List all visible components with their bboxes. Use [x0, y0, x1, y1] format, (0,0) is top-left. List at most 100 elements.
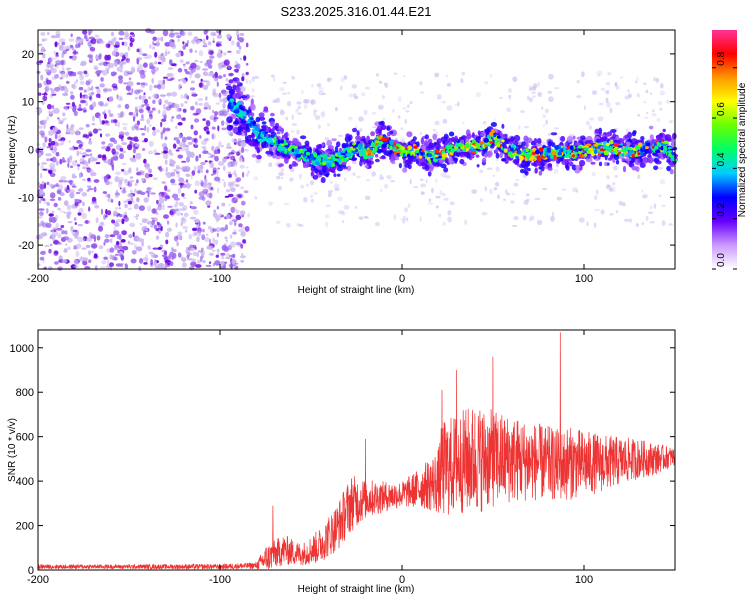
spectrogram-noise-cell [55, 30, 61, 37]
spectrogram-noise-cell [112, 119, 118, 123]
spectrogram-noise-cell [140, 82, 146, 86]
spectrogram-ridge-cell [495, 147, 499, 154]
spectrogram-noise-cell [77, 223, 83, 227]
spectrogram-noise-cell [84, 94, 89, 100]
spectrogram-noise-cell [152, 217, 158, 223]
spectrogram-x-ticks: -200 -100 0 100 [27, 30, 593, 285]
spectrogram-noise-cell [213, 209, 216, 213]
spectrogram-noise-cell [199, 82, 203, 88]
spectrogram-noise-cell [207, 41, 212, 46]
spectrogram-noise-cell [98, 101, 104, 106]
spectrogram-noise-cell [109, 113, 114, 117]
spectrogram-noise-cell [202, 150, 209, 154]
spectrogram-noise-cell [87, 185, 92, 188]
spectrogram-noise-cell [145, 28, 152, 33]
spectrogram-noise-cell [158, 229, 161, 234]
spectrogram-halo-cell [589, 125, 592, 131]
spectrogram-halo-cell [511, 192, 516, 196]
spectrogram-noise-cell [151, 208, 157, 214]
spectrogram-noise-cell [65, 45, 72, 51]
spectrogram-noise-cell [210, 173, 214, 176]
spectrogram-core-cell [667, 150, 672, 153]
spectrogram-halo-cell [300, 184, 305, 189]
spectrogram-noise-cell [41, 181, 45, 185]
spectrogram-noise-cell [242, 157, 245, 163]
spectrogram-noise-cell [54, 214, 59, 221]
spectrogram-ridge-cell [294, 137, 298, 144]
spectrogram-noise-cell [160, 83, 166, 90]
spectrogram-noise-cell [127, 81, 134, 87]
spectrogram-noise-cell [39, 199, 42, 204]
spectrogram-noise-cell [90, 171, 97, 177]
spectrogram-core-cell [536, 155, 541, 159]
spectrogram-noise-cell [48, 130, 54, 136]
spectrogram-ridge-cell [325, 173, 329, 178]
spectrogram-noise-cell [169, 59, 173, 65]
spectrogram-core-cell [583, 146, 588, 151]
spectrogram-noise-cell [58, 207, 62, 211]
spectrogram-noise-cell [206, 80, 211, 87]
spectrogram-noise-cell [211, 126, 216, 130]
spectrogram-noise-cell [198, 230, 201, 237]
spectrogram-noise-cell [38, 152, 42, 159]
spectrogram-ridge-cell [580, 135, 586, 140]
spectrogram-halo-cell [382, 94, 385, 100]
spectrogram-ridge-cell [250, 98, 254, 106]
spectrogram-noise-cell [41, 232, 48, 237]
spectrogram-noise-cell [152, 99, 156, 105]
spectrogram-halo-cell [379, 175, 384, 180]
spectrogram-noise-cell [149, 65, 156, 70]
spectrogram-noise-cell [175, 164, 180, 168]
spectrogram-noise-cell [186, 257, 193, 261]
spectrogram-noise-cell [203, 107, 208, 110]
spectrogram-noise-cell [192, 112, 199, 116]
spectrogram-halo-cell [641, 221, 645, 226]
spectrogram-ridge-cell [585, 157, 593, 163]
spectrogram-ridge-cell [525, 142, 529, 148]
spectrogram-noise-cell [178, 182, 185, 186]
spectrogram-noise-cell [123, 200, 128, 203]
spectrogram-noise-cell [138, 95, 142, 100]
spectrogram-noise-cell [186, 40, 190, 44]
spectrogram-noise-cell [132, 147, 137, 154]
spectrogram-noise-cell [83, 89, 88, 93]
spectrogram-ridge-cell [331, 138, 337, 142]
spectrogram-noise-cell [118, 37, 124, 40]
spectrogram-noise-cell [209, 115, 216, 121]
spectrogram-ridge-cell [538, 170, 543, 176]
spectrogram-core-cell [557, 151, 563, 156]
spectrogram-noise-cell [76, 150, 80, 157]
spectrogram-halo-cell [585, 120, 590, 126]
spectrogram-noise-cell [173, 103, 180, 109]
spectrogram-noise-cell [89, 169, 94, 172]
spectrogram-ridge-cell [454, 135, 458, 143]
spectrogram-noise-cell [107, 210, 110, 214]
spectrogram-noise-cell [241, 195, 244, 198]
spectrogram-noise-cell [178, 83, 182, 90]
spectrogram-ridge-cell [420, 162, 428, 167]
spectrogram-core-cell [479, 141, 484, 145]
spectrogram-noise-cell [52, 184, 60, 188]
spectrogram-core-cell [331, 155, 336, 160]
spectrogram-core-cell [469, 146, 474, 150]
spectrogram-noise-cell [90, 91, 95, 95]
spectrogram-halo-cell [653, 203, 657, 210]
spectrogram-ridge-cell [561, 160, 568, 165]
spectrogram-noise-cell [187, 31, 193, 36]
spectrogram-ridge-cell [642, 157, 648, 164]
spectrogram-core-cell [546, 147, 551, 152]
spectrogram-noise-cell [69, 91, 74, 95]
spectrogram-core-cell [395, 149, 398, 152]
spectrogram-noise-cell [156, 199, 159, 205]
spectrogram-halo-cell [460, 78, 464, 84]
spectrogram-noise-cell [107, 193, 111, 199]
spectrogram-noise-cell [132, 154, 136, 159]
spectrogram-noise-cell [125, 34, 131, 37]
spectrogram-noise-cell [212, 237, 216, 244]
spectrogram-noise-cell [166, 189, 171, 193]
spectrogram-noise-cell [216, 248, 220, 252]
spectrogram-noise-cell [69, 179, 73, 185]
spectrogram-halo-cell [434, 120, 440, 126]
spectrogram-noise-cell [101, 156, 107, 161]
spectrogram-noise-cell [81, 192, 88, 197]
